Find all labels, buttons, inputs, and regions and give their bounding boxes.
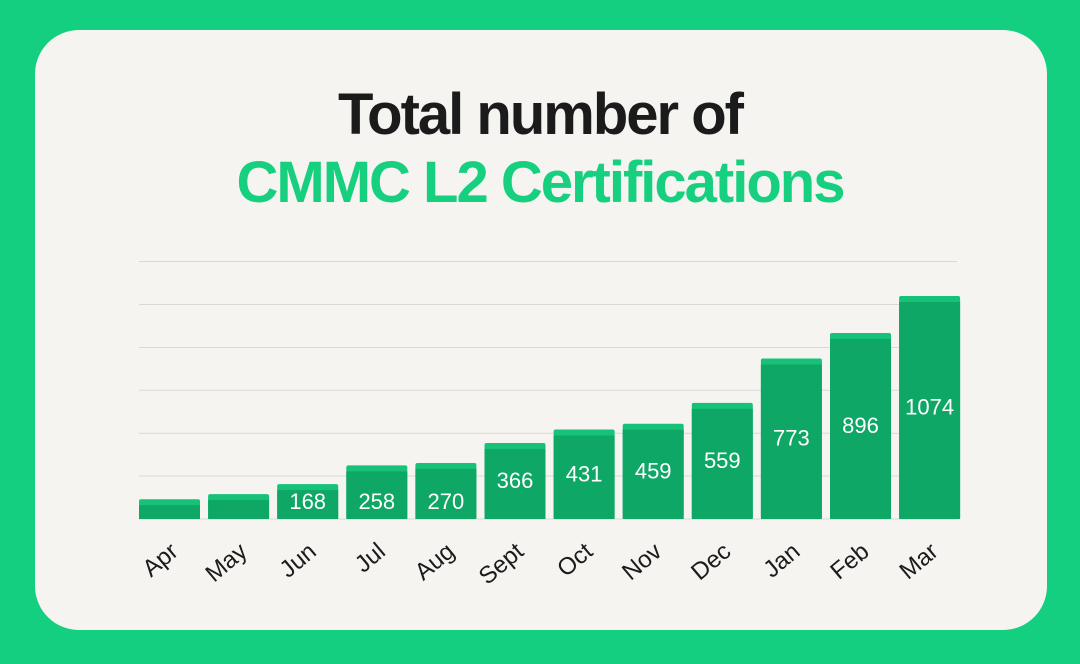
x-tick-label: Jul xyxy=(350,538,391,578)
bar-value-label: 1074 xyxy=(905,395,954,420)
bar-group: 366 Sept xyxy=(474,443,546,590)
bar xyxy=(899,302,961,519)
bar-group: Apr xyxy=(137,499,200,582)
bar xyxy=(691,408,753,519)
x-tick-label: Aug xyxy=(410,538,460,586)
x-tick-label: Oct xyxy=(552,538,598,583)
bar-value-label: 431 xyxy=(566,461,603,486)
bar-group: 559 Dec xyxy=(686,402,753,586)
chart-card xyxy=(35,30,1047,630)
bar-group: 431 Oct xyxy=(552,429,615,583)
chart-title-line1: Total number of xyxy=(338,82,744,147)
bar xyxy=(208,500,270,519)
x-tick-label: May xyxy=(200,538,252,588)
bar xyxy=(760,364,822,519)
bar-group: 1074 Mar xyxy=(895,296,961,585)
bar-group: May xyxy=(200,494,270,588)
x-tick-label: Jun xyxy=(275,538,322,584)
x-tick-label: Dec xyxy=(686,538,736,586)
bar xyxy=(484,449,546,519)
chart-title-line2: CMMC L2 Certifications xyxy=(236,150,846,215)
x-tick-label: Jan xyxy=(758,538,805,584)
bar xyxy=(277,490,339,519)
x-tick-label: Apr xyxy=(137,538,183,583)
bar-group: 258 Jul xyxy=(346,465,408,578)
bar xyxy=(830,338,891,519)
bar-value-label: 366 xyxy=(497,468,534,493)
bar xyxy=(346,471,408,519)
bar-value-label: 270 xyxy=(428,489,465,514)
x-tick-label: Nov xyxy=(617,538,667,586)
x-tick-label: Feb xyxy=(825,538,874,585)
x-tick-label: Sept xyxy=(474,538,529,591)
bar-value-label: 559 xyxy=(704,448,741,473)
bar-value-label: 168 xyxy=(289,489,326,514)
bar-value-label: 459 xyxy=(635,458,672,483)
bar-value-label: 896 xyxy=(842,413,879,438)
bar-group: 459 Nov xyxy=(617,423,684,586)
bar xyxy=(139,505,200,519)
bar-group: 773 Jan xyxy=(758,358,822,583)
bar xyxy=(622,429,684,519)
bar-value-label: 773 xyxy=(773,426,810,451)
bar-group: 270 Aug xyxy=(410,462,477,586)
bar-group: 168 Jun xyxy=(275,484,339,583)
bar xyxy=(415,468,477,519)
bar xyxy=(553,435,615,519)
x-tick-label: Mar xyxy=(895,538,944,585)
bar-value-label: 258 xyxy=(358,489,395,514)
bar-group: 896 Feb xyxy=(825,332,891,585)
